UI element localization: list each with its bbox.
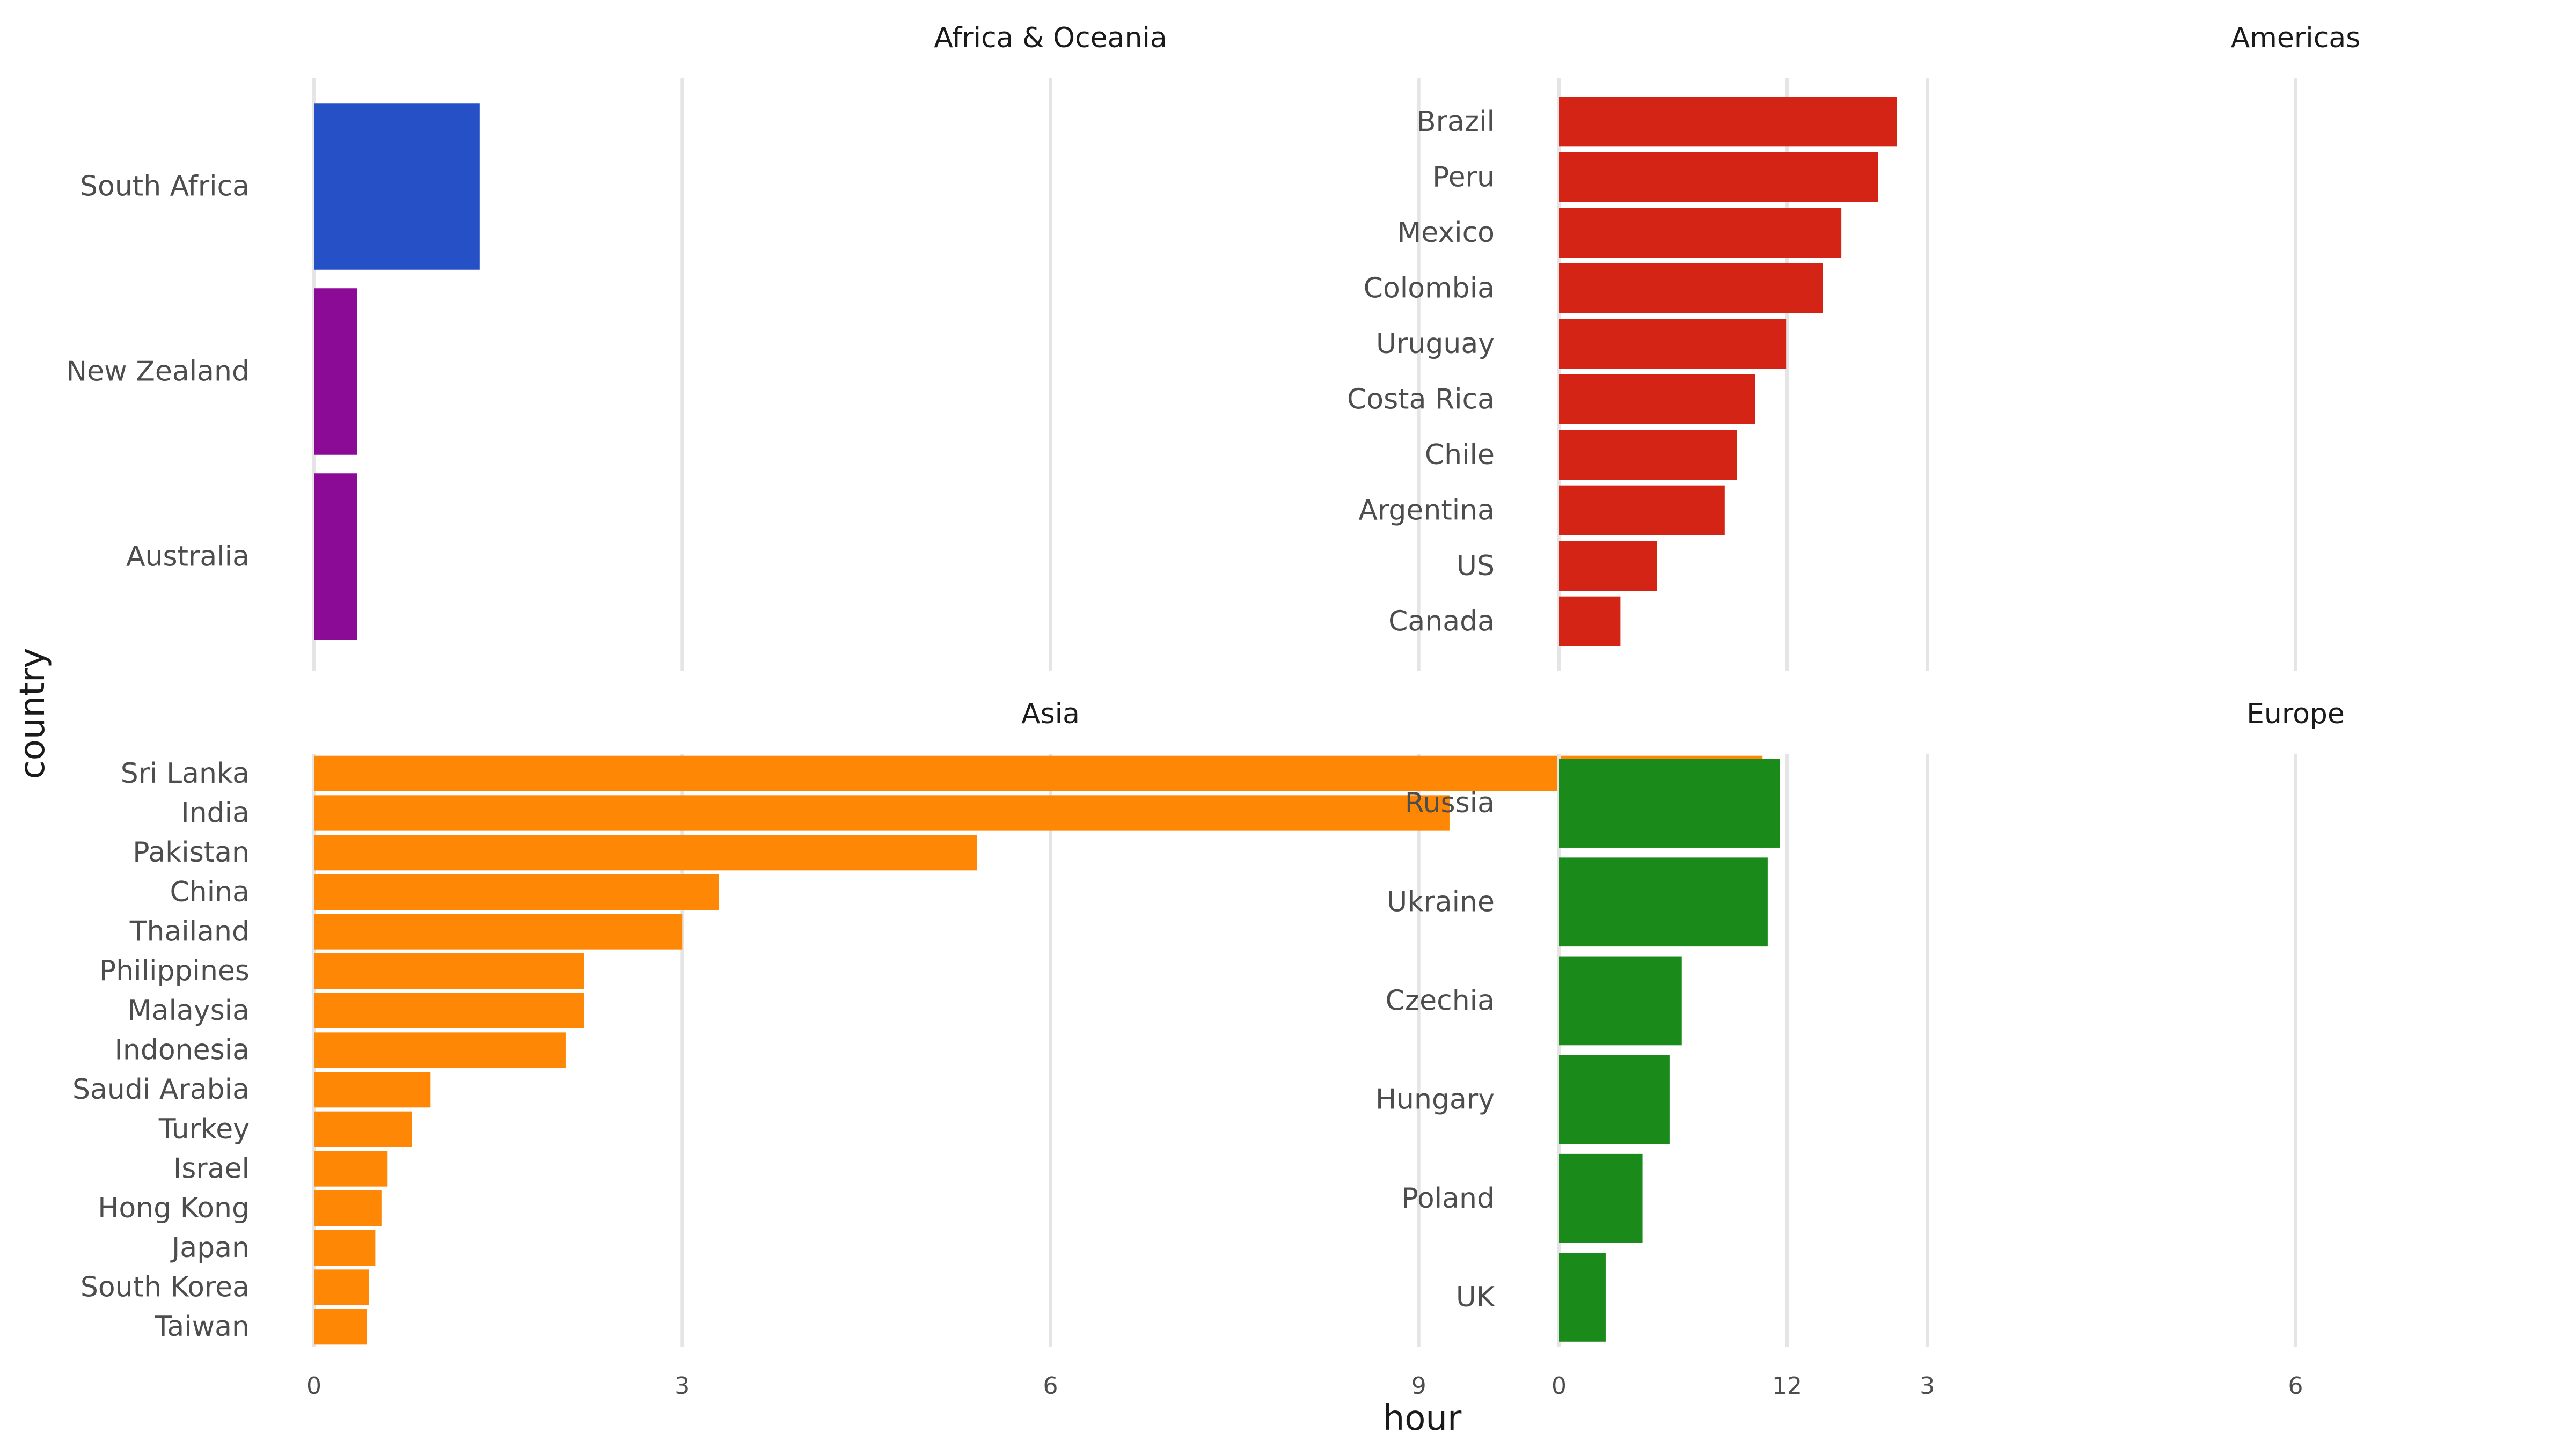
bar-japan bbox=[314, 1230, 376, 1266]
bar-israel bbox=[314, 1151, 388, 1187]
category-label: Philippines bbox=[99, 955, 250, 987]
bar-south-korea bbox=[314, 1269, 369, 1305]
bar-taiwan bbox=[314, 1309, 367, 1345]
category-label: Saudi Arabia bbox=[72, 1074, 250, 1106]
x-tick-label: 0 bbox=[306, 1372, 321, 1400]
category-label: Costa Rica bbox=[1347, 383, 1495, 415]
bar-india bbox=[314, 795, 1450, 831]
facet-title: Africa & Oceania bbox=[934, 22, 1167, 54]
facet-panels: Africa & Oceania South Africa New Zealand A… bbox=[66, 22, 2361, 1400]
facet-africa-oceania: Africa & Oceania South Africa New Zealand A… bbox=[66, 22, 1789, 671]
bar-thailand bbox=[314, 914, 683, 950]
bar-hong-kong bbox=[314, 1190, 382, 1226]
bar-poland bbox=[1559, 1153, 1643, 1243]
category-label: Argentina bbox=[1358, 494, 1495, 526]
category-label: Turkey bbox=[158, 1113, 250, 1145]
facet-asia: Asia Sri Lanka India Pakistan China Thailand P… bbox=[72, 698, 1802, 1400]
category-label: Ukraine bbox=[1387, 886, 1495, 918]
category-label: Mexico bbox=[1397, 217, 1495, 249]
category-label: China bbox=[170, 876, 250, 908]
bar-malaysia bbox=[314, 993, 584, 1028]
x-tick-label: 6 bbox=[2288, 1372, 2303, 1400]
category-label: Canada bbox=[1388, 605, 1495, 637]
bar-new-zealand bbox=[314, 288, 357, 455]
category-label: Japan bbox=[170, 1232, 250, 1264]
category-label: India bbox=[181, 797, 250, 829]
bar-uruguay bbox=[1559, 319, 1787, 369]
category-label: South Korea bbox=[80, 1271, 250, 1304]
bar-philippines bbox=[314, 953, 584, 989]
bar-chile bbox=[1559, 430, 1737, 480]
x-tick-label: 0 bbox=[1552, 1372, 1567, 1400]
category-label: Malaysia bbox=[128, 995, 250, 1027]
category-label: New Zealand bbox=[66, 356, 250, 388]
x-axis-title: hour bbox=[1383, 1399, 1462, 1438]
bar-costa-rica bbox=[1559, 374, 1755, 424]
bar-mexico bbox=[1559, 208, 1842, 258]
x-tick-label: 3 bbox=[1920, 1372, 1935, 1400]
x-tick-label: 3 bbox=[675, 1372, 690, 1400]
bar-china bbox=[314, 874, 719, 910]
facet-title: Asia bbox=[1021, 698, 1080, 730]
bar-south-africa bbox=[314, 103, 480, 270]
category-label: US bbox=[1457, 550, 1495, 582]
bar-saudi-arabia bbox=[314, 1072, 431, 1108]
category-label: Colombia bbox=[1364, 272, 1495, 304]
category-label: Russia bbox=[1405, 787, 1495, 819]
y-axis-title: country bbox=[13, 648, 53, 780]
category-label: Uruguay bbox=[1376, 328, 1495, 360]
category-label: South Africa bbox=[80, 171, 250, 203]
category-label: Chile bbox=[1425, 439, 1495, 471]
bar-ukraine bbox=[1559, 857, 1768, 947]
category-label: UK bbox=[1456, 1281, 1496, 1313]
category-label: Hungary bbox=[1375, 1084, 1495, 1116]
bar-canada bbox=[1559, 596, 1621, 646]
bar-russia bbox=[1559, 759, 1780, 848]
bar-us bbox=[1559, 541, 1657, 591]
bar-argentina bbox=[1559, 485, 1725, 535]
bar-brazil bbox=[1559, 97, 1897, 147]
facet-americas: Americas Brazil Peru Mexico Colombia Uruguay C… bbox=[1347, 22, 2361, 671]
category-label: Indonesia bbox=[115, 1034, 250, 1067]
bar-colombia bbox=[1559, 263, 1823, 313]
category-label: Pakistan bbox=[133, 836, 250, 869]
x-tick-label: 9 bbox=[1411, 1372, 1426, 1400]
facet-title: Europe bbox=[2246, 698, 2345, 730]
bar-sri-lanka bbox=[314, 755, 1763, 791]
bar-czechia bbox=[1559, 956, 1682, 1046]
bar-hungary bbox=[1559, 1055, 1670, 1144]
x-tick-label: 6 bbox=[1043, 1372, 1058, 1400]
bar-pakistan bbox=[314, 835, 977, 871]
category-label: Thailand bbox=[129, 916, 250, 948]
facet-europe: Europe Russia Ukraine Czechia Hungary Poland U… bbox=[1375, 698, 2345, 1400]
bar-turkey bbox=[314, 1111, 412, 1147]
category-label: Brazil bbox=[1417, 106, 1495, 138]
bar-uk bbox=[1559, 1253, 1606, 1342]
category-label: Taiwan bbox=[154, 1311, 250, 1343]
category-label: Czechia bbox=[1386, 984, 1495, 1017]
category-label: Sri Lanka bbox=[121, 758, 250, 790]
category-label: Poland bbox=[1401, 1182, 1495, 1215]
facet-title: Americas bbox=[2231, 22, 2361, 54]
category-label: Australia bbox=[126, 541, 250, 573]
bar-indonesia bbox=[314, 1032, 566, 1068]
bar-australia bbox=[314, 473, 357, 640]
bar-peru bbox=[1559, 152, 1878, 202]
x-tick-label: 12 bbox=[1772, 1372, 1802, 1400]
category-label: Hong Kong bbox=[98, 1192, 250, 1224]
category-label: Israel bbox=[173, 1153, 250, 1185]
category-label: Peru bbox=[1432, 161, 1495, 193]
